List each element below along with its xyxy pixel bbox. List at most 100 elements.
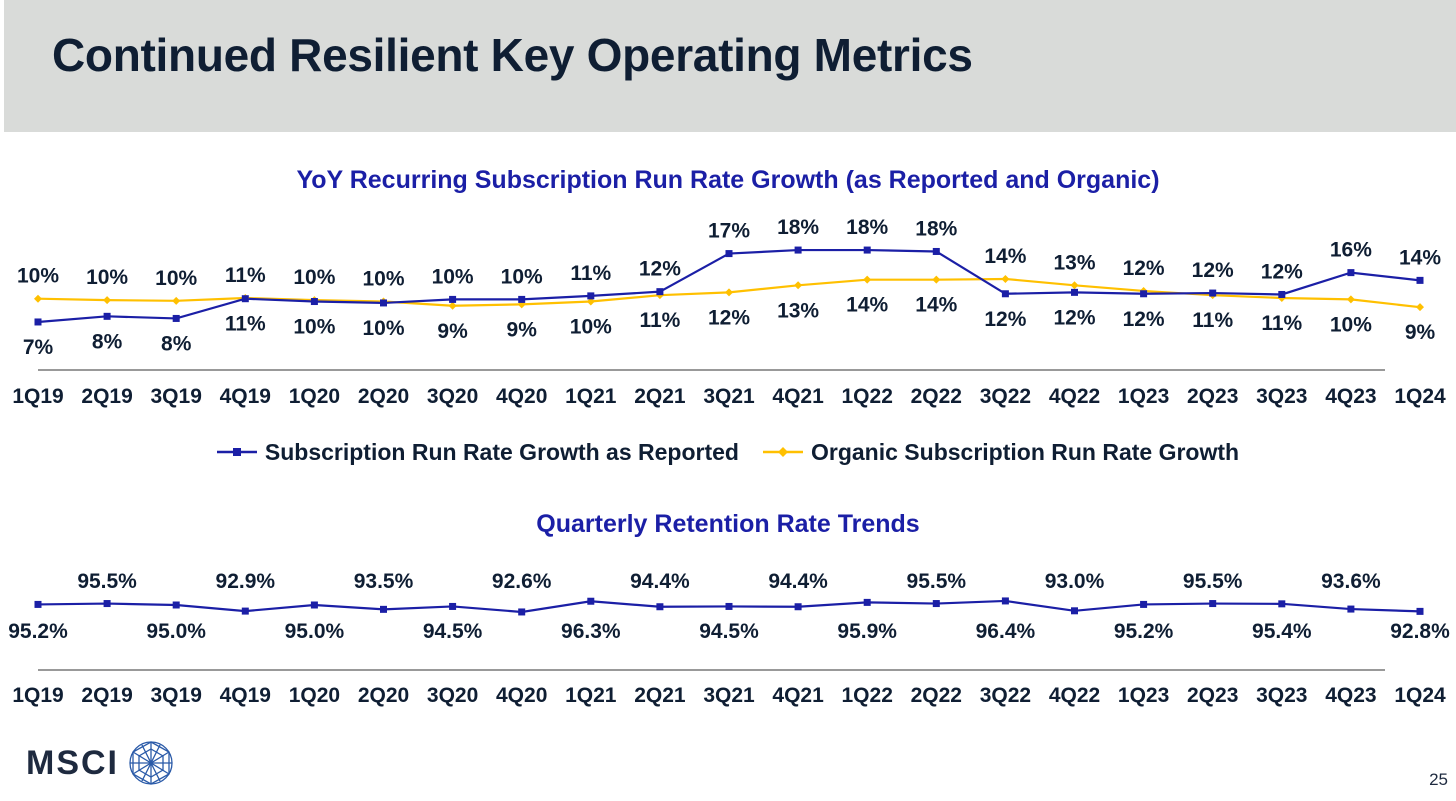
retention-x-tick-label: 4Q22 bbox=[1049, 684, 1100, 707]
reported-growth-label: 7% bbox=[23, 336, 54, 359]
retention-x-tick-label: 1Q24 bbox=[1394, 684, 1446, 707]
organic-growth-label: 11% bbox=[1261, 312, 1302, 335]
reported-growth-point bbox=[863, 246, 871, 254]
organic-growth-label: 10% bbox=[155, 267, 197, 290]
reported-growth-label: 10% bbox=[362, 317, 404, 340]
reported-growth-point bbox=[380, 299, 387, 307]
growth-x-tick-label: 3Q19 bbox=[151, 385, 202, 408]
retention-label: 92.6% bbox=[492, 570, 552, 593]
retention-label: 94.5% bbox=[423, 620, 483, 643]
growth-chart-title: YoY Recurring Subscription Run Rate Grow… bbox=[296, 166, 1160, 194]
reported-growth-label: 10% bbox=[293, 316, 335, 339]
retention-label: 92.8% bbox=[1390, 620, 1450, 643]
reported-growth-point bbox=[725, 250, 733, 258]
retention-x-tick-label: 3Q23 bbox=[1256, 684, 1307, 707]
organic-growth-label: 10% bbox=[293, 266, 335, 289]
growth-chart-legend: Subscription Run Rate Growth as Reported… bbox=[0, 436, 1456, 468]
retention-point bbox=[172, 601, 180, 609]
reported-growth-label: 8% bbox=[161, 332, 192, 355]
reported-growth-label: 18% bbox=[846, 216, 888, 239]
legend-item-reported: Subscription Run Rate Growth as Reported bbox=[216, 439, 739, 466]
retention-point bbox=[587, 597, 595, 605]
retention-label: 95.5% bbox=[77, 570, 137, 593]
retention-label: 95.4% bbox=[1252, 620, 1312, 643]
reported-growth-point bbox=[1278, 290, 1286, 298]
growth-x-tick-label: 4Q20 bbox=[496, 385, 547, 408]
organic-growth-label: 12% bbox=[708, 306, 750, 329]
retention-x-tick-label: 1Q20 bbox=[289, 684, 340, 707]
retention-x-tick-label: 2Q19 bbox=[81, 684, 132, 707]
organic-growth-point bbox=[1001, 274, 1010, 283]
organic-growth-label: 14% bbox=[846, 294, 888, 317]
reported-growth-point bbox=[1071, 288, 1078, 296]
retention-x-tick-label: 1Q21 bbox=[565, 684, 617, 707]
organic-growth-label: 10% bbox=[17, 265, 59, 288]
retention-label: 94.4% bbox=[768, 570, 828, 593]
growth-x-tick-label: 2Q23 bbox=[1187, 385, 1238, 408]
growth-x-tick-label: 4Q23 bbox=[1325, 385, 1376, 408]
growth-x-tick-label: 4Q22 bbox=[1049, 385, 1100, 408]
retention-label: 95.2% bbox=[8, 620, 68, 643]
reported-growth-label: 10% bbox=[501, 265, 543, 288]
growth-x-tick-label: 2Q20 bbox=[358, 385, 409, 408]
retention-point bbox=[1209, 600, 1217, 608]
organic-growth-point bbox=[1070, 281, 1079, 290]
msci-logo: MSCI bbox=[26, 738, 175, 788]
organic-growth-point bbox=[172, 296, 181, 305]
growth-x-tick-label: 2Q21 bbox=[634, 385, 686, 408]
retention-label: 95.0% bbox=[146, 620, 206, 643]
retention-point bbox=[1140, 600, 1148, 608]
organic-growth-point bbox=[34, 294, 42, 303]
reported-growth-label: 18% bbox=[777, 216, 819, 239]
retention-x-tick-label: 3Q20 bbox=[427, 684, 478, 707]
growth-x-tick-label: 3Q21 bbox=[703, 385, 755, 408]
header-banner: Continued Resilient Key Operating Metric… bbox=[4, 0, 1456, 132]
globe-icon bbox=[129, 741, 173, 785]
reported-growth-label: 12% bbox=[984, 308, 1026, 331]
organic-growth-label: 11% bbox=[639, 309, 680, 332]
retention-point bbox=[1071, 607, 1078, 615]
page-title: Continued Resilient Key Operating Metric… bbox=[52, 29, 973, 81]
retention-point bbox=[380, 605, 387, 613]
organic-growth-point bbox=[586, 297, 595, 306]
reported-growth-point bbox=[587, 292, 595, 300]
reported-growth-label: 12% bbox=[1053, 306, 1095, 329]
reported-growth-label: 8% bbox=[92, 330, 123, 353]
retention-label: 95.9% bbox=[837, 620, 897, 643]
retention-label: 93.0% bbox=[1045, 570, 1105, 593]
retention-point bbox=[1416, 607, 1424, 615]
reported-growth-point bbox=[518, 295, 526, 303]
reported-growth-label: 11% bbox=[570, 262, 611, 285]
retention-x-tick-label: 2Q20 bbox=[358, 684, 409, 707]
reported-growth-point bbox=[449, 295, 457, 303]
retention-point bbox=[863, 598, 871, 606]
organic-growth-label: 13% bbox=[777, 299, 819, 322]
reported-growth-point bbox=[34, 318, 42, 326]
retention-x-tick-label: 2Q23 bbox=[1187, 684, 1238, 707]
organic-growth-label: 10% bbox=[362, 268, 404, 291]
growth-x-tick-label: 2Q19 bbox=[81, 385, 132, 408]
organic-growth-label: 14% bbox=[915, 294, 957, 317]
growth-x-tick-label: 1Q19 bbox=[12, 385, 63, 408]
growth-x-tick-label: 1Q23 bbox=[1118, 385, 1169, 408]
logo-text: MSCI bbox=[26, 743, 119, 782]
organic-growth-label: 11% bbox=[1192, 309, 1233, 332]
organic-growth-label: 12% bbox=[1123, 257, 1165, 280]
organic-growth-label: 9% bbox=[507, 318, 538, 341]
organic-growth-point bbox=[1416, 303, 1424, 312]
retention-chart-title: Quarterly Retention Rate Trends bbox=[536, 510, 920, 538]
reported-growth-label: 10% bbox=[432, 265, 474, 288]
growth-x-tick-label: 2Q22 bbox=[911, 385, 962, 408]
growth-x-tick-label: 3Q20 bbox=[427, 385, 478, 408]
reported-growth-point bbox=[932, 247, 940, 255]
retention-point bbox=[1278, 600, 1286, 608]
legend-label-organic: Organic Subscription Run Rate Growth bbox=[811, 438, 1240, 465]
reported-growth-label: 12% bbox=[639, 258, 681, 281]
retention-point bbox=[241, 607, 249, 615]
organic-growth-point bbox=[103, 296, 112, 305]
retention-label: 95.5% bbox=[907, 570, 967, 593]
reported-growth-label: 11% bbox=[225, 313, 266, 336]
reported-growth-label: 12% bbox=[1123, 308, 1165, 331]
legend-line-organic-icon bbox=[763, 447, 803, 457]
